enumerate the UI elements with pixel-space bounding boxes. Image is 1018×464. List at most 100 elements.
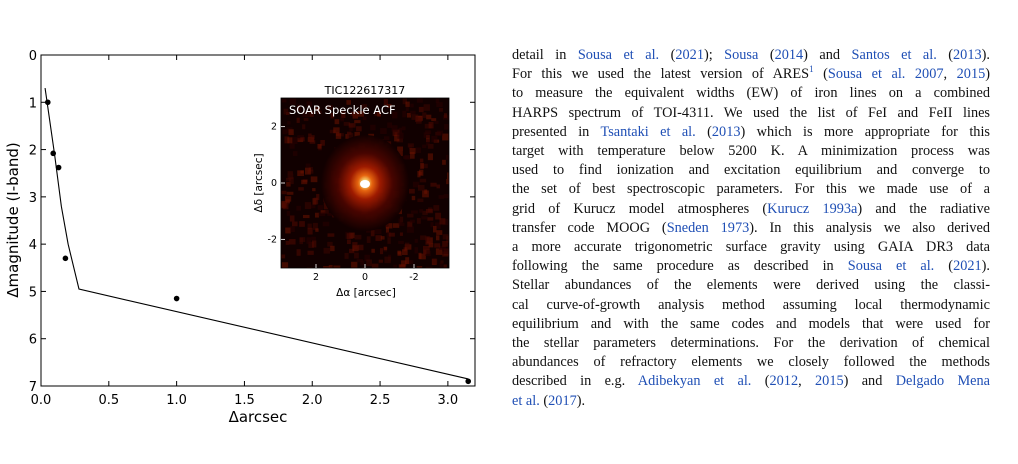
inset-axis-ticks: 2 0 -2 2 0 -2 [268,122,419,283]
y-tick-label: 3 [29,191,37,206]
speckle-blob [439,218,446,225]
speckle-blob [310,204,316,209]
citation-link[interactable]: 2017 [548,392,577,409]
data-point [62,255,69,262]
speckle-blob [313,197,319,205]
speckle-blob [347,132,354,139]
speckle-blob [310,176,318,183]
speckle-blob [289,143,295,149]
x-axis-ticks: 0.0 0.5 1.0 1.5 2.0 2.5 3.0 [31,55,458,408]
text-line-2: For this we used the latest version of A… [512,64,990,83]
inset-y-tick-label: 2 [271,122,277,133]
speckle-blob [287,121,291,125]
citation-link[interactable]: 2014 [774,47,804,63]
text-line-17: abundances of refractory elements we clo… [512,354,990,371]
speckle-blob [442,159,446,165]
text-line-10: transfer code MOOG (Sneden 1973). In thi… [512,219,990,236]
speckle-blob [300,170,304,174]
inset-x-tick-label: -2 [409,272,418,283]
speckle-blob [421,163,428,169]
speckle-blob [433,205,440,211]
speckle-blob [287,173,294,180]
citation-link[interactable]: Sousa [724,47,759,63]
citation-link[interactable]: Tsantaki et al. [600,123,696,140]
speckle-blob [432,225,437,233]
speckle-blob [371,248,375,253]
speckle-blob [364,254,370,262]
citation-link[interactable]: 2015 [815,373,844,390]
speckle-blob [341,111,346,118]
citation-link[interactable]: 2015 [956,66,986,83]
speckle-blob [312,222,318,230]
citation-link[interactable]: Kurucz 1993a [767,200,858,217]
speckle-blob [410,110,416,115]
text-line-15: equilibrium and with the same codes and … [512,315,990,332]
speckle-blob [398,240,404,244]
speckle-blob [391,125,398,132]
footnote-link[interactable]: 1 [809,64,814,75]
citation-link[interactable]: Adibekyan et al. [637,373,752,390]
citation-link[interactable]: Sousa et al. [577,47,660,63]
speckle-blob [309,111,314,117]
speckle-blob [430,222,434,228]
citation-link[interactable]: Sneden 1973 [666,219,750,236]
y-tick-label: 6 [29,333,37,348]
speckle-blob [297,104,301,111]
speckle-blob [318,212,326,217]
speckle-blob [423,132,430,138]
speckle-blob [419,178,427,183]
inset-y-tick-label: -2 [268,234,277,245]
citation-link[interactable]: 2021 [953,258,982,275]
speckle-blob [412,181,420,188]
y-tick-label: 1 [29,96,37,111]
inset-y-tick-label: 0 [271,178,277,189]
speckle-blob [374,229,382,235]
speckle-blob [296,249,301,256]
inset-y-label: Δδ [arcsec] [253,153,265,212]
speckle-blob [361,266,366,268]
speckle-blob [281,190,287,195]
speckle-blob [402,98,408,105]
citation-link[interactable]: 2013 [953,47,982,63]
speckle-blob [409,188,415,194]
speckle-blob [333,265,341,268]
citation-link[interactable]: Sousa et al. [847,258,935,275]
speckle-blob [352,242,358,249]
speckle-blob [316,110,322,115]
speckle-blob [406,226,414,233]
speckle-blob [286,210,291,216]
text-line-3: to measure the equivalent widths (EW) of… [512,85,990,102]
speckle-blob [311,240,317,248]
speckle-blob [350,111,355,116]
speckle-blob [300,137,305,142]
speckle-blob [421,216,428,220]
contrast-curve-figure: 0.0 0.5 1.0 1.5 2.0 2.5 3.0 0 1 2 3 4 5 6 7 Δarcsec Δ… [4,49,476,426]
data-point [173,295,180,302]
speckle-blob [302,111,310,118]
citation-link[interactable]: et al. [512,392,540,409]
speckle-blob [334,119,340,125]
speckle-blob [438,108,443,112]
speckle-blob [426,114,432,120]
speckle-blob [354,234,362,240]
citation-link[interactable]: Delgado Mena [895,373,991,390]
citation-link[interactable]: 2013 [711,123,741,140]
speckle-blob [417,170,421,178]
citation-link[interactable]: Santos et al. [851,47,937,63]
citation-link[interactable]: 2021 [675,47,704,63]
speckle-blob [327,233,335,237]
y-tick-label: 7 [29,380,37,395]
speckle-blob [384,256,391,264]
speckle-blob [416,218,421,224]
citation-link[interactable]: 2012 [769,373,799,390]
citation-link[interactable]: Sousa et al. 2007 [827,66,944,83]
speckle-blob [422,144,427,149]
speckle-blob [444,124,449,130]
speckle-blob [405,101,410,107]
speckle-blob [346,100,351,105]
speckle-blob [329,129,336,134]
speckle-blob [419,209,424,213]
speckle-blob [414,238,418,243]
speckle-blob [340,117,345,122]
speckle-blob [326,105,333,110]
